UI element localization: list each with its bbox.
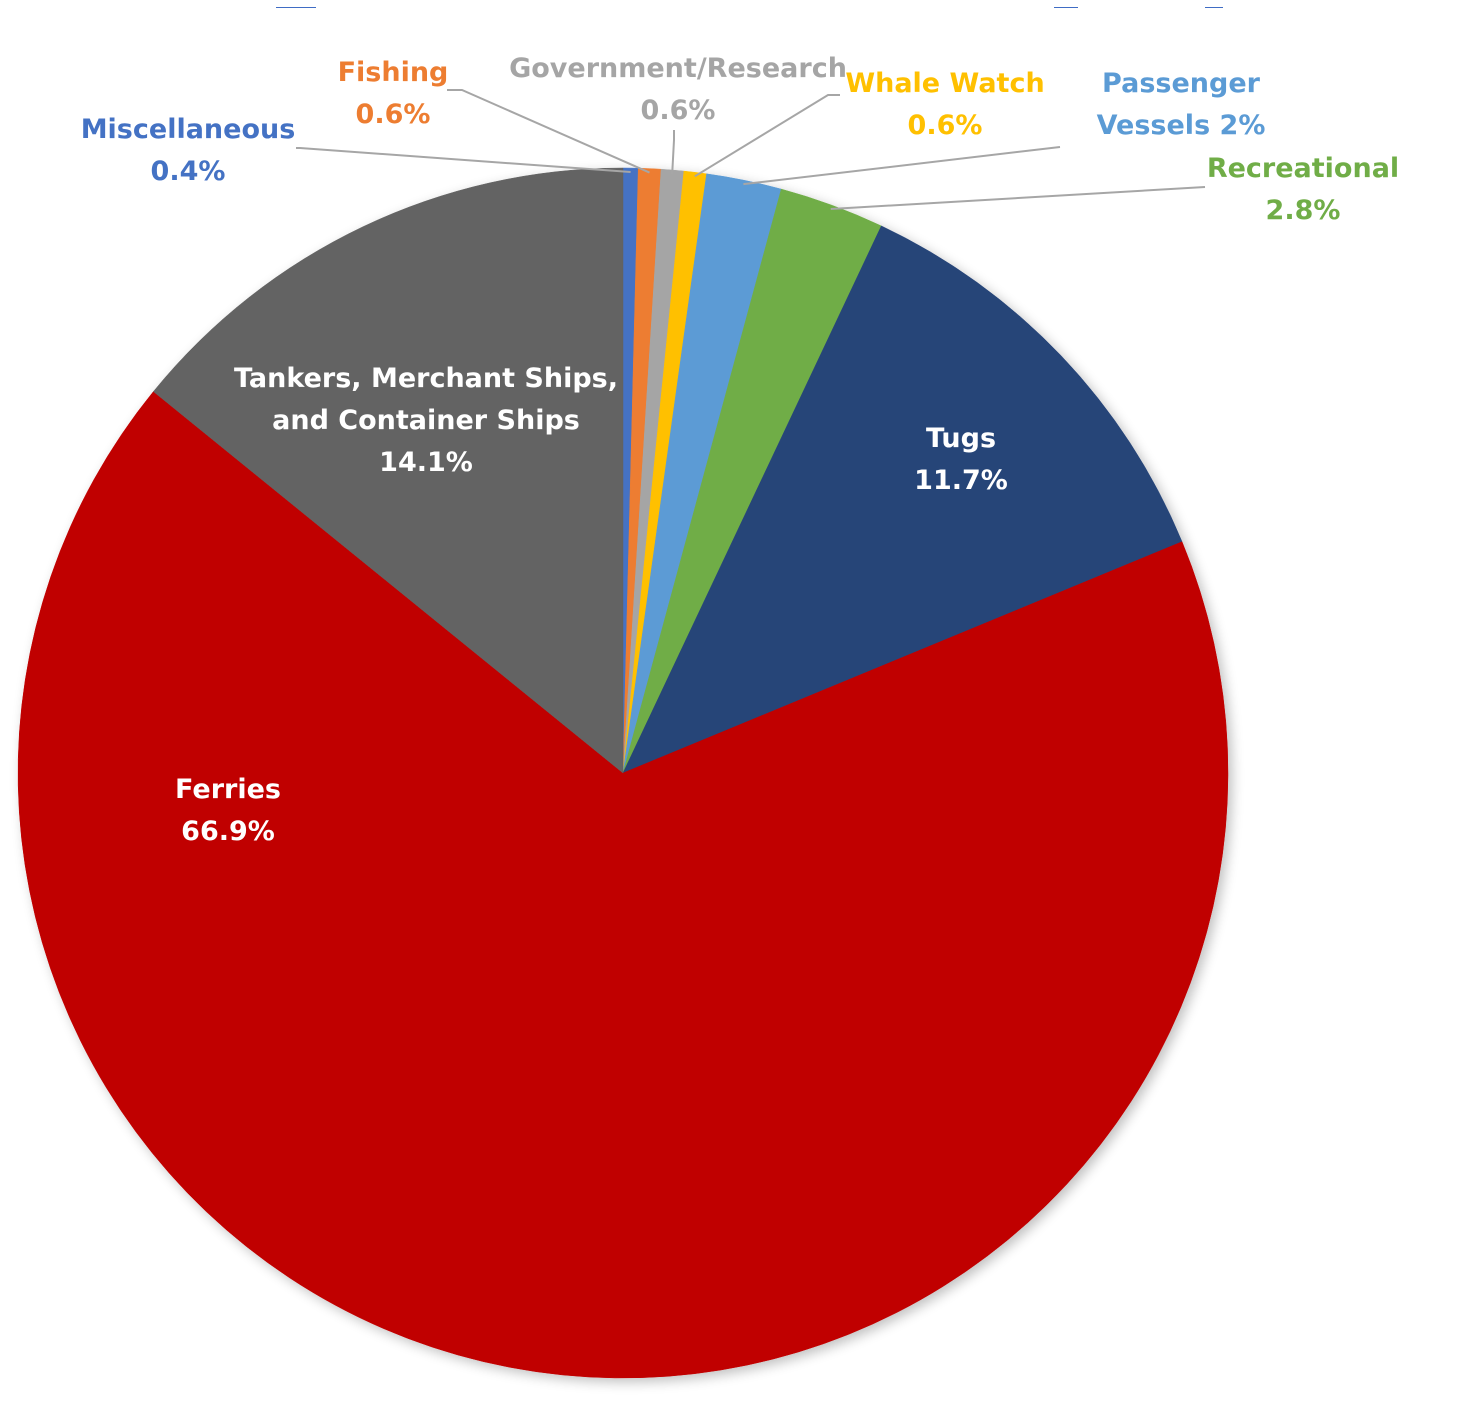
title-band [0, 0, 1457, 8]
data-label-fishing: Fishing 0.6% [338, 57, 449, 130]
data-label-miscellaneous: Miscellaneous 0.4% [81, 114, 296, 187]
leader-line-passenger-vessels [743, 146, 1061, 186]
data-label-tankers-merchant-ships-and-container-ships: Tankers, Merchant Ships, and Container Sh… [234, 363, 618, 478]
pie-slices [17, 167, 1229, 1379]
leader-line-fishing [447, 89, 650, 174]
data-label-ferries: Ferries 66.9% [175, 774, 281, 847]
data-label-tugs: Tugs 11.7% [914, 423, 1008, 496]
pie-slice-tugs [622, 225, 1183, 774]
data-label-government-research: Government/Research 0.6% [509, 53, 847, 126]
leader-line-recreational [830, 186, 1206, 211]
leader-line-whale-watch [694, 94, 840, 178]
slice-labels: Miscellaneous 0.4% Fishing 0.6% Government/R… [81, 53, 1400, 847]
leader-line-miscellaneous [296, 147, 631, 174]
data-label-whale-watch: Whale Watch 0.6% [845, 68, 1044, 141]
leader-line-government-research [671, 130, 675, 175]
pie-slice-tankers-merchant-ships-and-container-ships [153, 167, 624, 774]
data-label-recreational: Recreational 2.8% [1207, 153, 1399, 226]
pie-slice-ferries [17, 391, 1229, 1379]
title-fragment [276, 7, 1223, 8]
data-label-passenger-vessels: Passenger Vessels 2% [1097, 68, 1266, 141]
leader-lines [296, 89, 1206, 211]
